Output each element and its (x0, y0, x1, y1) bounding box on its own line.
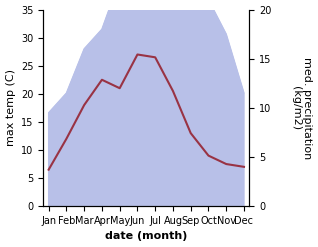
Y-axis label: med. precipitation
(kg/m2): med. precipitation (kg/m2) (291, 57, 313, 159)
Y-axis label: max temp (C): max temp (C) (5, 69, 16, 146)
X-axis label: date (month): date (month) (105, 231, 188, 242)
